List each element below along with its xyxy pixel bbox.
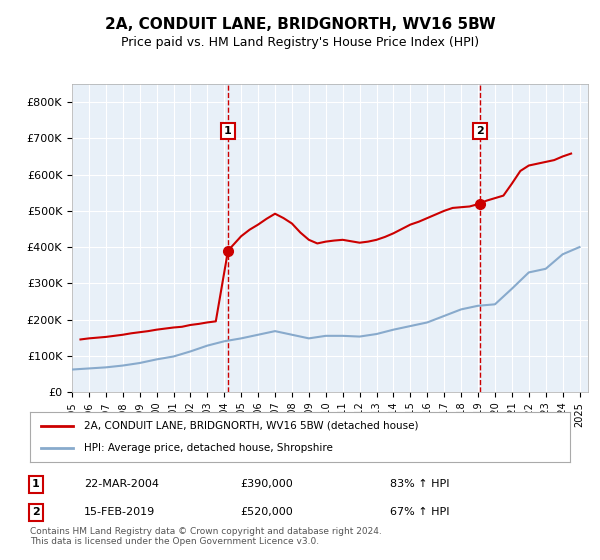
Text: 2A, CONDUIT LANE, BRIDGNORTH, WV16 5BW (detached house): 2A, CONDUIT LANE, BRIDGNORTH, WV16 5BW (… — [84, 421, 419, 431]
Text: £520,000: £520,000 — [240, 507, 293, 517]
Text: 2: 2 — [32, 507, 40, 517]
Text: Contains HM Land Registry data © Crown copyright and database right 2024.
This d: Contains HM Land Registry data © Crown c… — [30, 526, 382, 546]
Text: 22-MAR-2004: 22-MAR-2004 — [84, 479, 159, 489]
Text: 2: 2 — [476, 126, 484, 136]
Text: 2A, CONDUIT LANE, BRIDGNORTH, WV16 5BW: 2A, CONDUIT LANE, BRIDGNORTH, WV16 5BW — [104, 17, 496, 32]
Text: HPI: Average price, detached house, Shropshire: HPI: Average price, detached house, Shro… — [84, 443, 333, 453]
Text: 1: 1 — [32, 479, 40, 489]
Text: Price paid vs. HM Land Registry's House Price Index (HPI): Price paid vs. HM Land Registry's House … — [121, 36, 479, 49]
Text: 15-FEB-2019: 15-FEB-2019 — [84, 507, 155, 517]
Text: 83% ↑ HPI: 83% ↑ HPI — [390, 479, 449, 489]
Text: 67% ↑ HPI: 67% ↑ HPI — [390, 507, 449, 517]
Text: 1: 1 — [224, 126, 232, 136]
Text: £390,000: £390,000 — [240, 479, 293, 489]
